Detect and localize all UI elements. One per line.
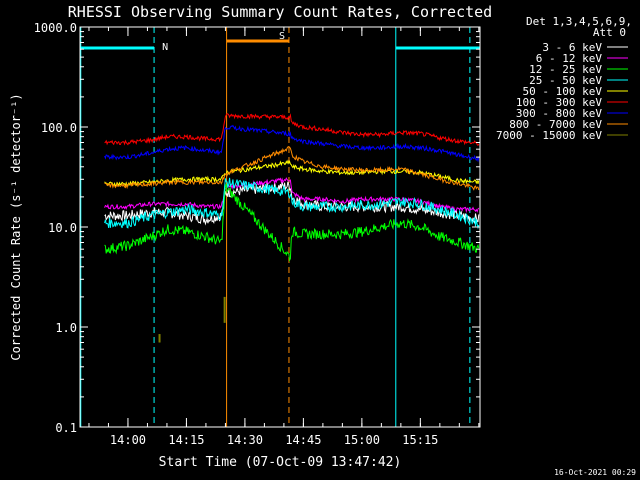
- x-axis-label: Start Time (07-Oct-09 13:47:42): [159, 455, 402, 470]
- legend-header: Att 0: [593, 26, 626, 39]
- x-tick-label: 15:15: [402, 433, 438, 447]
- legend-header: Det 1,3,4,5,6,9,: [526, 15, 632, 28]
- legend-label: 6 - 12 keV: [536, 52, 603, 65]
- state-bar-label: S: [279, 31, 285, 42]
- x-tick-label: 14:00: [110, 433, 146, 447]
- chart-title: RHESSI Observing Summary Count Rates, Co…: [68, 3, 492, 21]
- axis-ticks: 0.1 1.0 10.0 100.0 1000.0 14:00 14:15 14:30 14:4…: [34, 21, 480, 447]
- legend-label: 12 - 25 keV: [529, 63, 602, 76]
- x-tick-label: 14:30: [227, 433, 263, 447]
- legend-label: 7000 - 15000 keV: [496, 129, 602, 142]
- y-tick-label: 100.0: [41, 121, 77, 135]
- x-tick-label: 15:00: [344, 433, 380, 447]
- y-axis-label: Corrected Count Rate (s⁻¹ detector⁻¹): [9, 93, 23, 360]
- y-tick-label: 1000.0: [34, 21, 77, 35]
- series-line-1: [104, 177, 480, 214]
- series-line-3: [104, 177, 480, 230]
- plot-frame: [79, 26, 481, 428]
- state-bar-label: N: [162, 42, 168, 53]
- x-tick-label: 14:45: [285, 433, 321, 447]
- series-line-7: [104, 146, 480, 191]
- legend-label: 3 - 6 keV: [542, 41, 602, 54]
- legend-label: 100 - 300 keV: [516, 96, 602, 109]
- series-line-2: [104, 183, 480, 262]
- plot-area: NS: [80, 27, 480, 427]
- legend-label: 50 - 100 keV: [523, 85, 603, 98]
- legend-label: 300 - 800 keV: [516, 107, 602, 120]
- x-tick-label: 14:15: [168, 433, 204, 447]
- y-tick-label: 1.0: [55, 321, 77, 335]
- timestamp: 16-Oct-2021 00:29: [554, 468, 636, 477]
- series-layer: [104, 113, 480, 343]
- legend-label: 800 - 7000 keV: [509, 118, 602, 131]
- series-line-5: [104, 113, 480, 147]
- y-tick-label: 0.1: [55, 421, 77, 435]
- series-line-6: [104, 124, 480, 163]
- y-tick-label: 10.0: [48, 221, 77, 235]
- legend-label: 25 - 50 keV: [529, 74, 602, 87]
